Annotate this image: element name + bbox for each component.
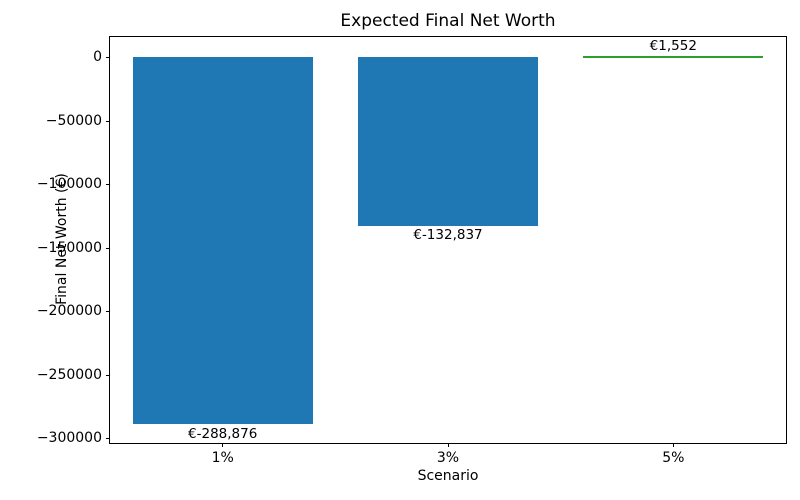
y-axis-label: Final Net Worth (€) — [54, 173, 70, 305]
y-tick-mark — [106, 374, 110, 376]
y-tick-label: −250000 — [36, 366, 102, 383]
y-tick-label: −300000 — [36, 430, 102, 447]
y-tick-label: −150000 — [36, 239, 102, 256]
x-axis-label: Scenario — [417, 468, 479, 484]
bar — [583, 55, 764, 58]
plot-area: €-288,876 1% €-132,837 3% €1,552 5% 0 −50000 −10… — [37, 36, 787, 466]
bar — [132, 57, 313, 425]
bar-value-label: €-288,876 — [188, 425, 258, 442]
bar-value-label: €1,552 — [649, 37, 697, 54]
y-tick-mark — [106, 438, 110, 440]
chart-title: Expected Final Net Worth — [340, 11, 556, 31]
y-tick-mark — [106, 247, 110, 249]
y-tick-label: −50000 — [45, 112, 102, 129]
y-tick-label: −100000 — [36, 176, 102, 192]
bar-value-label: €-132,837 — [413, 227, 483, 244]
x-tick-label: 3% — [436, 450, 460, 466]
y-tick-label: −200000 — [36, 303, 102, 320]
y-tick-mark — [106, 311, 110, 313]
x-tick-label: 5% — [662, 450, 685, 466]
y-tick-mark — [106, 56, 110, 58]
x-tick-mark — [447, 443, 449, 447]
y-tick-mark — [106, 120, 110, 122]
bar — [357, 57, 539, 227]
x-tick-label: 1% — [211, 450, 234, 466]
x-tick-mark — [672, 443, 674, 447]
y-tick-label: 0 — [93, 48, 102, 65]
x-tick-mark — [222, 443, 224, 447]
y-tick-mark — [106, 184, 110, 185]
